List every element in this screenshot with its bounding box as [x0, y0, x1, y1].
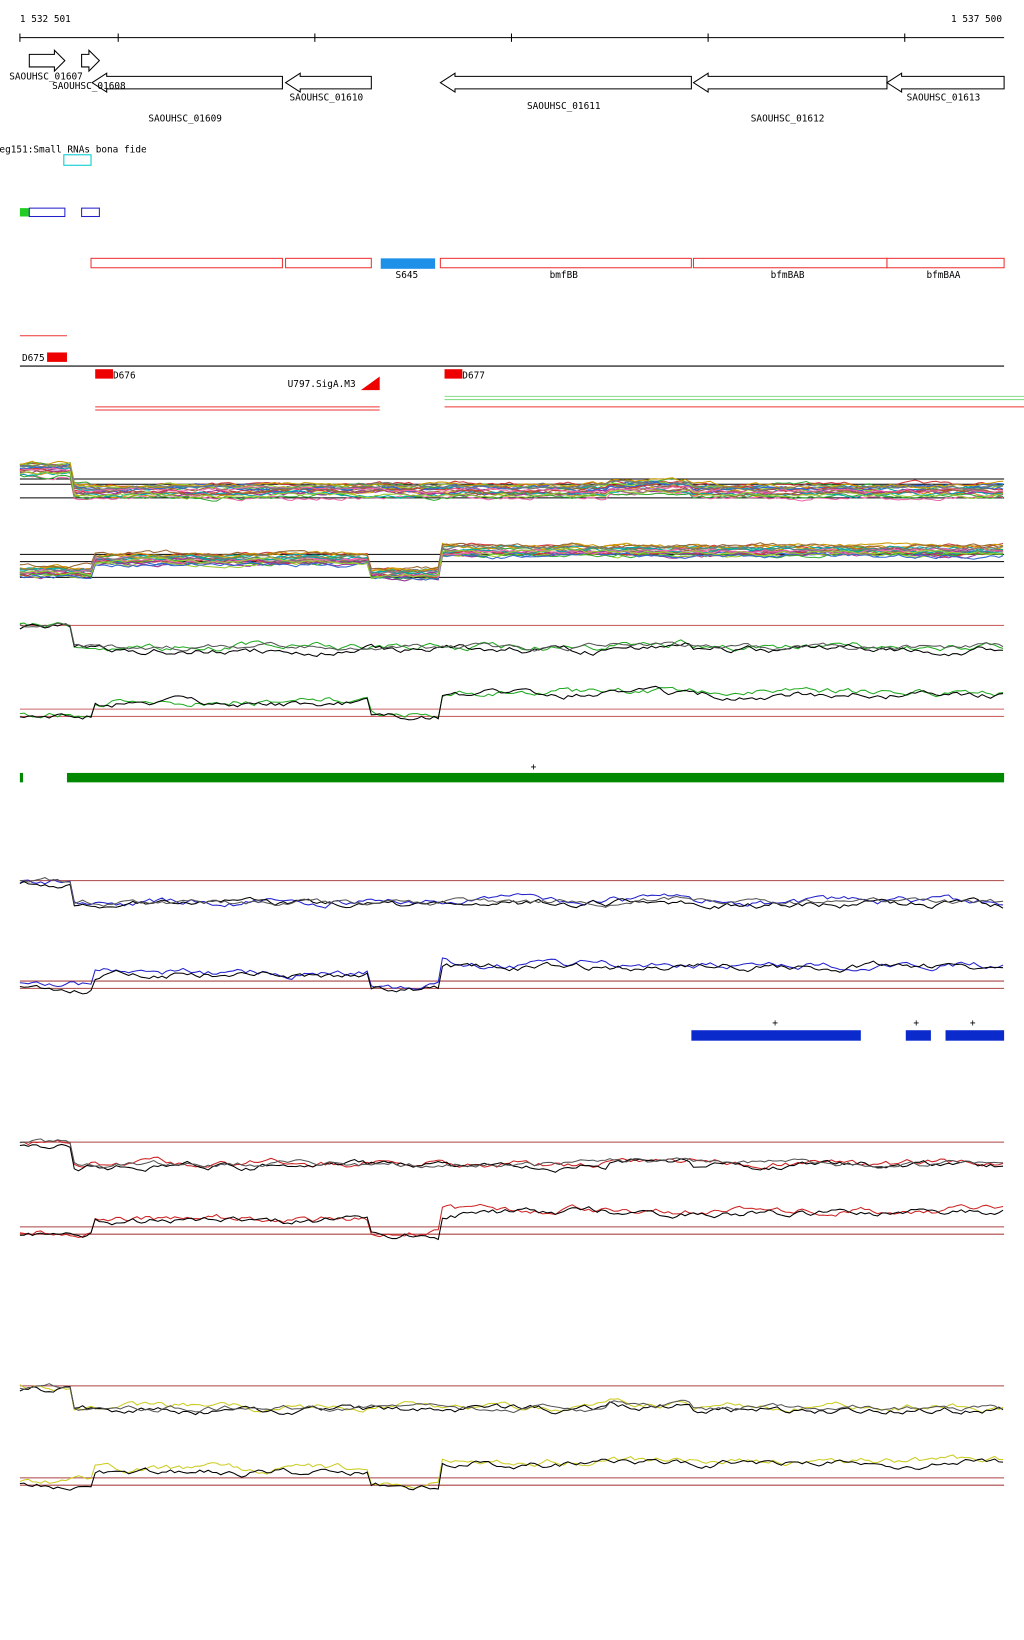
signal-line — [19, 1383, 1004, 1414]
signal-line — [19, 544, 1004, 575]
coverage-bar — [945, 1030, 1005, 1041]
signal-line — [19, 1385, 1004, 1416]
signal-line — [19, 957, 1004, 990]
signal-line — [19, 622, 1004, 652]
gene-label: SAOUHSC_01609 — [148, 113, 222, 124]
region-lines — [444, 395, 1024, 401]
gene-label: SAOUHSC_01608 — [52, 81, 126, 92]
signal-line — [19, 542, 1004, 572]
signal-line — [19, 549, 1004, 580]
signal-line — [19, 551, 1004, 581]
gene-label: SAOUHSC_01610 — [290, 92, 364, 103]
region-box — [28, 207, 66, 218]
feature-label: bfmBAA — [926, 270, 960, 281]
region-label: D675 — [22, 353, 45, 364]
signal-line — [19, 1143, 1004, 1173]
signal-line — [19, 878, 1004, 909]
strand-mark: + — [970, 1018, 976, 1029]
signal-line — [19, 1458, 1004, 1491]
coverage-bar — [691, 1030, 861, 1041]
gene-label: SAOUHSC_01611 — [527, 101, 601, 112]
signal-line — [19, 686, 1004, 719]
region-box — [81, 207, 100, 218]
region-box — [444, 369, 463, 379]
signal-line — [19, 880, 1004, 910]
feature-label: bfmBAB — [771, 270, 805, 281]
signal-line — [19, 685, 1004, 721]
gene-arrows — [28, 48, 1005, 93]
feature-boxes — [90, 257, 1005, 269]
region-label: D676 — [113, 371, 136, 382]
strand-mark: + — [772, 1018, 778, 1029]
feature-label: S645 — [396, 270, 419, 281]
region-label: D677 — [462, 371, 485, 382]
signal-line — [19, 960, 1004, 995]
signal-line — [19, 468, 1004, 498]
region-label: U797.SigA.M3 — [288, 379, 356, 390]
signal-line — [19, 467, 1004, 494]
region-lines — [95, 406, 1024, 411]
ruler-ticks — [19, 33, 906, 42]
signal-line — [19, 1138, 1004, 1169]
signal-line — [19, 473, 1004, 502]
signal-tracks — [19, 460, 1005, 1491]
region-box — [47, 352, 67, 362]
gene-label: SAOUHSC_01613 — [907, 92, 981, 103]
signal-line — [19, 1384, 1004, 1414]
gene-label: SAOUHSC_01612 — [751, 113, 825, 124]
signal-line — [19, 463, 1004, 492]
coverage-bar — [19, 772, 24, 783]
strand-mark: + — [913, 1018, 919, 1029]
region-box — [95, 369, 113, 379]
strand-mark: + — [531, 762, 537, 773]
feature-label: bmfBB — [550, 270, 579, 281]
signal-line — [19, 1206, 1004, 1241]
coverage-bar — [905, 1030, 931, 1041]
feature-box — [380, 258, 436, 269]
signal-line — [19, 877, 1004, 908]
srna-box — [63, 154, 92, 166]
coverage-bar — [66, 772, 1005, 783]
region-box — [19, 208, 30, 217]
signal-line — [19, 623, 1004, 657]
track-label: Teg151:Small RNAs bona fide — [0, 145, 147, 156]
signal-line — [19, 470, 1004, 500]
region-triangle — [360, 376, 380, 391]
signal-line — [19, 463, 1004, 492]
ruler-start: 1 532 501 — [20, 14, 71, 25]
signal-line — [19, 548, 1004, 580]
gene-label: SAOUHSC_01607 — [9, 71, 83, 82]
signal-line — [19, 547, 1004, 578]
signal-line — [19, 1203, 1004, 1238]
ruler-end: 1 537 500 — [951, 14, 1002, 25]
